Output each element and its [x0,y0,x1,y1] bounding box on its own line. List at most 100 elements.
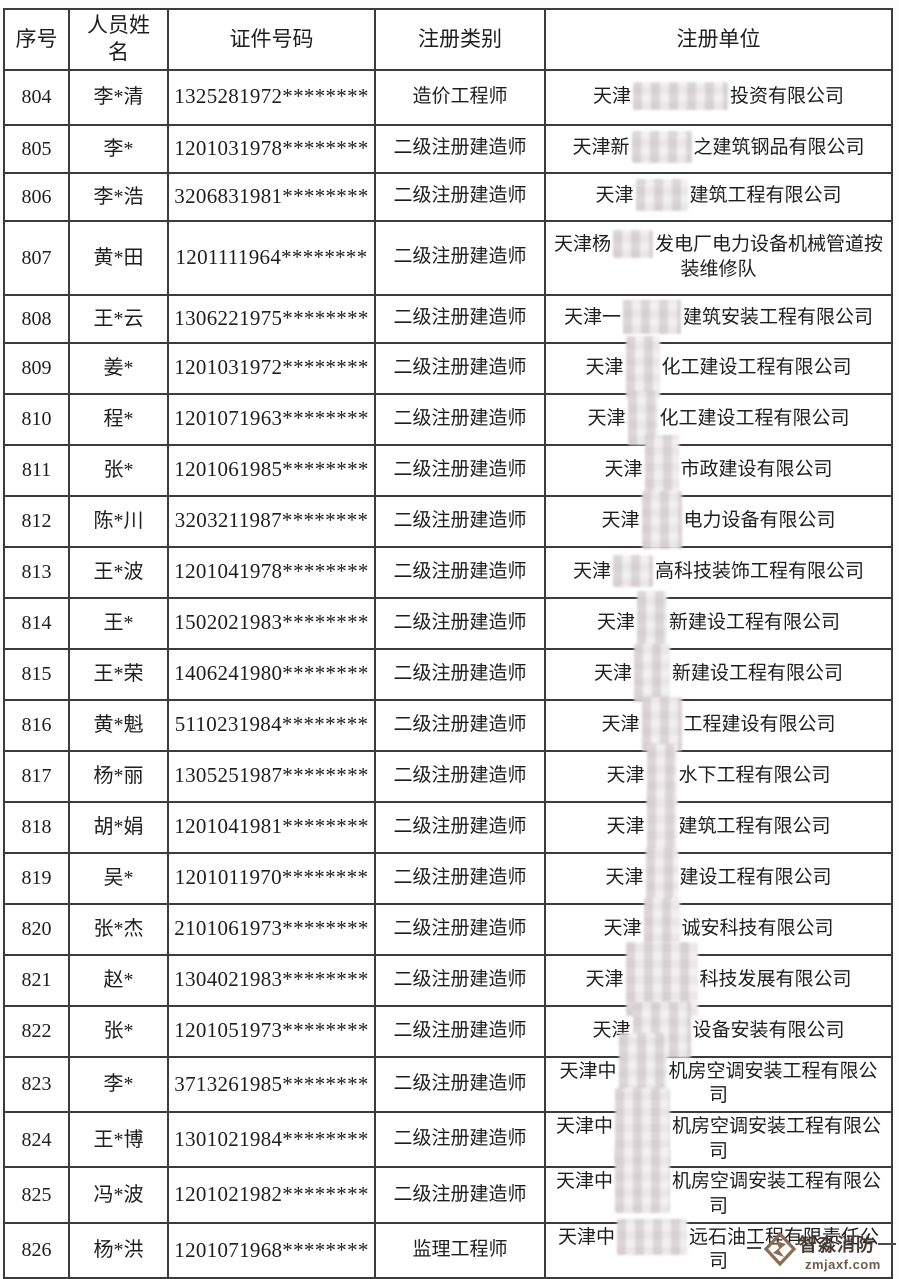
company-prefix: 天津 [592,85,631,107]
company-suffix: 工程建设有限公司 [683,713,836,735]
redaction-block [615,1172,670,1190]
cell-company: 天津 建筑工程有限公司 [544,800,893,854]
table-row: 820 张*杰 2101061973******** 二级注册建造师 天津 诚安科技有限公… [3,902,893,956]
cell-name: 杨*洪 [68,1221,169,1279]
cell-category: 二级注册建造师 [374,596,546,650]
cell-serial: 806 [3,171,70,222]
table-row: 810 程* 1201071963******** 二级注册建造师 天津 化工建设工程有限… [3,392,893,446]
cell-category: 二级注册建造师 [374,800,546,854]
company-prefix: 天津 [596,611,635,633]
cell-id: 1305251987******** [167,749,376,803]
cell-id: 1201011970******** [167,851,376,905]
cell-serial: 808 [3,293,70,344]
redaction-block [632,138,692,156]
column-header: 序号 [3,8,70,71]
cell-category: 二级注册建造师 [374,171,546,222]
cell-name: 程* [68,392,169,446]
cell-company: 天津 投资有限公司 [544,68,893,126]
company-prefix: 天津 [585,968,624,990]
company-prefix: 天津中 [555,1171,613,1193]
table-row: 813 王*波 1201041978******** 二级注册建造师 天津 高科技装饰工程… [3,545,893,599]
cell-company: 天津新 之建筑钢品有限公司 [544,123,893,174]
cell-category: 监理工程师 [374,1221,546,1279]
cell-category: 二级注册建造师 [374,392,546,446]
redaction-block [619,1062,667,1080]
company-suffix: 投资有限公司 [730,85,845,107]
cell-serial: 805 [3,123,70,174]
company-prefix: 天津新 [572,137,630,159]
table-row: 807 黄*田 1201111964******** 二级注册建造师 天津杨 发电厂电力设… [3,219,893,296]
cell-name: 陈*川 [68,494,169,548]
company-prefix: 天津 [606,764,645,786]
cell-name: 杨*丽 [68,749,169,803]
cell-name: 张* [68,1004,169,1058]
cell-id: 1201071968******** [167,1221,376,1279]
company-prefix: 天津 [595,185,634,207]
cell-category: 二级注册建造师 [374,1055,546,1113]
cell-category: 造价工程师 [374,68,546,126]
table-row: 809 姜* 1201031972******** 二级注册建造师 天津 化工建设工程有限… [3,341,893,395]
cell-serial: 815 [3,647,70,701]
cell-company: 天津 化工建设工程有限公司 [544,341,893,395]
cell-name: 胡*娟 [68,800,169,854]
table-row: 806 李*浩 3206831981******** 二级注册建造师 天津 建筑工程有限公… [3,171,893,222]
cell-category: 二级注册建造师 [374,443,546,497]
cell-id: 1201031972******** [167,341,376,395]
cell-id: 5110231984******** [167,698,376,752]
company-prefix: 天津 [601,509,640,531]
cell-company: 天津中 机房空调安装工程有限公司 [544,1110,893,1169]
table-row: 826 杨*洪 1201071968******** 监理工程师 天津中 远石油工程有限责… [3,1221,893,1279]
cell-name: 李*清 [68,68,169,126]
redaction-block [615,1117,670,1135]
cell-id: 3203211987******** [167,494,376,548]
cell-id: 1201061985******** [167,443,376,497]
cell-company: 天津中 机房空调安装工程有限公司 [544,1166,893,1224]
cell-company: 天津杨 发电厂电力设备机械管道按装维修队 [544,219,893,296]
cell-name: 黄*魁 [68,698,169,752]
company-prefix: 天津 [604,458,643,480]
cell-serial: 809 [3,341,70,395]
cell-category: 二级注册建造师 [374,647,546,701]
company-suffix: 之建筑钢品有限公司 [693,137,865,159]
table-row: 818 胡*娟 1201041981******** 二级注册建造师 天津 建筑工程有限公… [3,800,893,854]
company-prefix: 天津杨 [553,233,611,255]
watermark-url: zmjaxf.com [805,1257,881,1272]
company-suffix: 机房空调安装工程有限公司 [672,1115,882,1162]
redaction-block [613,235,653,253]
cell-category: 二级注册建造师 [374,123,546,174]
cell-id: 3713261985******** [167,1055,376,1113]
cell-name: 王*博 [68,1110,169,1169]
watermark-text: 智淼消防 zmjaxf.com [799,1231,896,1272]
company-prefix: 天津 [585,356,624,378]
cell-company: 天津 工程建设有限公司 [544,698,893,752]
table-row: 817 杨*丽 1305251987******** 二级注册建造师 天津 水下工程有限公… [3,749,893,803]
cell-name: 王*云 [68,293,169,344]
cell-serial: 818 [3,800,70,854]
cell-id: 1201021982******** [167,1166,376,1224]
company-prefix: 天津 [601,713,640,735]
table-row: 804 李*清 1325281972******** 造价工程师 天津 投资有限公司 [3,68,893,126]
cell-id: 1201031978******** [167,123,376,174]
cell-serial: 822 [3,1004,70,1058]
cell-id: 1201041981******** [167,800,376,854]
cell-company: 天津 高科技装饰工程有限公司 [544,545,893,599]
company-suffix: 化工建设工程有限公司 [659,407,850,429]
cell-name: 张*杰 [68,902,169,956]
cell-name: 李*浩 [68,171,169,222]
company-prefix: 天津一 [563,307,621,329]
redaction-block [633,87,728,105]
column-header: 注册类别 [374,8,546,71]
cell-name: 赵* [68,953,169,1007]
cell-company: 天津 设备安装有限公司 [544,1004,893,1058]
cell-name: 黄*田 [68,219,169,296]
cell-company: 天津 新建设工程有限公司 [544,596,893,650]
table-body: 804 李*清 1325281972******** 造价工程师 天津 投资有限公司 805… [3,68,893,1279]
cell-name: 姜* [68,341,169,395]
cell-company: 天津 建设工程有限公司 [544,851,893,905]
cell-id: 1201051973******** [167,1004,376,1058]
cell-category: 二级注册建造师 [374,219,546,296]
cell-company: 天津 建筑工程有限公司 [544,171,893,222]
cell-serial: 816 [3,698,70,752]
cell-id: 1201041978******** [167,545,376,599]
redaction-block [613,562,653,580]
